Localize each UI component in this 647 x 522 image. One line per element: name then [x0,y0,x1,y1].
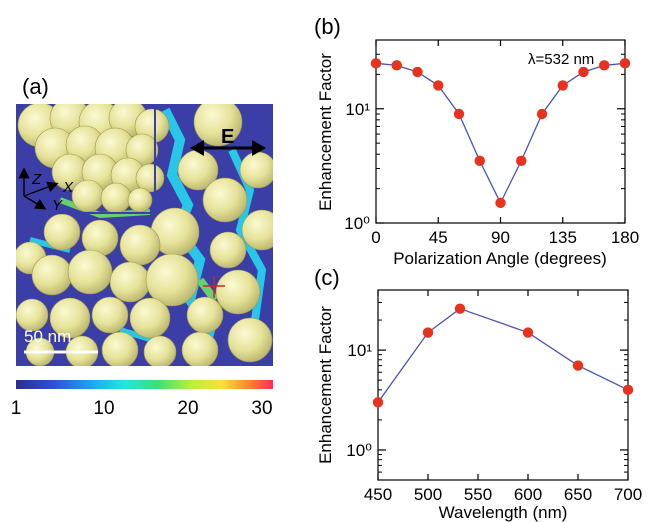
data-point [622,384,634,396]
axis-y-label: Y [52,197,63,214]
panel-b-annotation: λ=532 nm [528,51,594,68]
x-tick-label: 135 [549,228,577,247]
hotspot-marker [203,276,225,298]
data-point [599,60,610,71]
y-tick-label: 10¹ [345,100,370,119]
data-point [578,66,589,78]
panel-c-label: (c) [314,265,340,290]
e-field-label: E [221,126,234,148]
data-point [412,66,423,78]
x-tick-label: 90 [491,228,510,247]
x-tick-label: 500 [414,485,442,504]
x-tick-label: 0 [371,228,380,247]
panel-b-ylabel: Enhancement Factor [316,53,335,211]
data-point [516,155,527,167]
e-field-arrow: E [190,126,266,156]
panel-b-xlabel: Polarization Angle (degrees) [393,249,607,268]
data-point [557,80,568,91]
colorbar-gradient [16,380,273,389]
x-tick-label: 450 [364,485,392,504]
x-tick-label: 45 [429,228,448,247]
axis-z-label: Z [31,171,42,188]
panel-a: (a) [11,74,273,419]
data-point [454,303,466,314]
inset-border [16,104,156,214]
data-point [370,58,382,69]
scale-bar-label: 50 nm [24,327,71,346]
x-tick-label: 600 [514,485,542,504]
data-point [619,58,631,69]
panel-c-ylabel: Enhancement Factor [316,306,335,464]
x-tick-label: 650 [564,485,592,504]
series-line [375,62,626,205]
panel-b-label: (b) [314,14,341,39]
scale-bar: 50 nm [24,327,98,354]
x-tick-label: 180 [611,228,639,247]
data-point [522,327,534,338]
x-tick-label: 550 [464,485,492,504]
data-point [433,80,444,91]
data-point [536,108,548,120]
y-tick-label: 10¹ [347,341,372,360]
panel-c-xlabel: Wavelength (nm) [439,503,568,522]
panel-b-plot: 0 45 90 135 180 10⁰ 10¹ [344,40,639,247]
colorbar-tick-10: 10 [93,398,114,419]
data-point [572,360,584,371]
data-point [495,197,506,209]
data-point [474,155,485,167]
data-point [372,397,384,408]
series-line [377,307,629,403]
data-point [422,327,434,338]
colorbar: 1 10 20 30 [11,380,273,419]
data-point [391,60,402,71]
panel-c: (c) 450 500 550 600 650 700 10⁰ 10¹ Wavelength … [314,265,642,522]
y-tick-label: 10⁰ [346,441,372,460]
nanoparticle-cluster [16,104,273,366]
colorbar-tick-20: 20 [177,398,198,419]
colorbar-tick-1: 1 [11,398,22,419]
panel-c-plot: 450 500 550 600 650 700 10⁰ 10¹ [346,290,642,504]
colorbar-tick-30: 30 [251,398,272,419]
panel-a-label: (a) [22,74,49,99]
y-tick-label: 10⁰ [344,214,370,233]
panel-b: (b) 0 45 90 135 180 10⁰ 10¹ λ=532 nm Polarizat… [314,14,639,268]
axis-x-label: X [62,179,74,196]
panel-c-frame [377,289,629,481]
coordinate-axes [18,167,59,210]
x-tick-label: 700 [614,485,642,504]
data-point [453,108,465,120]
